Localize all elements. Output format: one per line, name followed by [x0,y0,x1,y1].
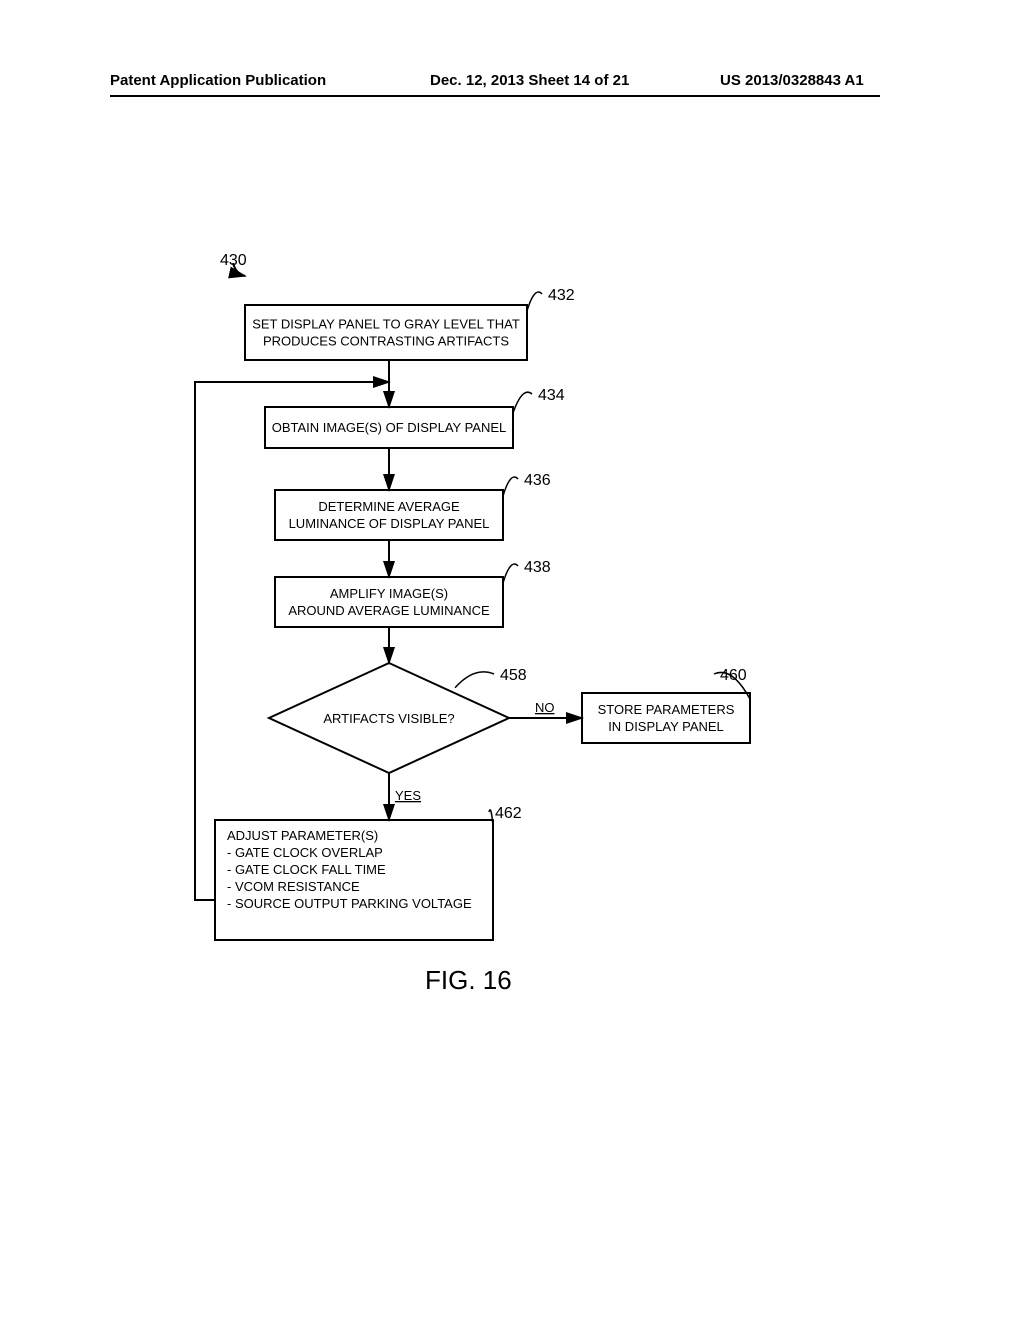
svg-text:YES: YES [395,788,421,803]
svg-text:PRODUCES CONTRASTING ARTIFACTS: PRODUCES CONTRASTING ARTIFACTS [263,334,509,349]
svg-text:LUMINANCE OF DISPLAY PANEL: LUMINANCE OF DISPLAY PANEL [289,516,490,531]
svg-text:436: 436 [524,472,551,489]
svg-text:- SOURCE OUTPUT PARKING VOLTAG: - SOURCE OUTPUT PARKING VOLTAGE [227,896,472,911]
svg-text:ADJUST PARAMETER(S): ADJUST PARAMETER(S) [227,828,378,843]
svg-text:- GATE CLOCK FALL TIME: - GATE CLOCK FALL TIME [227,862,386,877]
svg-text:NO: NO [535,700,555,715]
svg-text:AROUND AVERAGE LUMINANCE: AROUND AVERAGE LUMINANCE [288,603,490,618]
flowchart-svg: 430SET DISPLAY PANEL TO GRAY LEVEL THATP… [0,0,1024,1320]
svg-text:458: 458 [500,667,527,684]
svg-text:AMPLIFY IMAGE(S): AMPLIFY IMAGE(S) [330,586,448,601]
svg-text:OBTAIN IMAGE(S) OF DISPLAY PAN: OBTAIN IMAGE(S) OF DISPLAY PANEL [272,420,507,435]
svg-text:ARTIFACTS VISIBLE?: ARTIFACTS VISIBLE? [323,711,454,726]
svg-text:SET DISPLAY PANEL TO GRAY LEVE: SET DISPLAY PANEL TO GRAY LEVEL THAT [252,317,520,332]
svg-text:STORE PARAMETERS: STORE PARAMETERS [598,702,735,717]
figure-caption: FIG. 16 [425,965,512,996]
svg-text:432: 432 [548,287,575,304]
svg-text:DETERMINE AVERAGE: DETERMINE AVERAGE [318,499,460,514]
svg-text:462: 462 [495,805,522,822]
svg-text:IN DISPLAY PANEL: IN DISPLAY PANEL [608,719,724,734]
svg-text:460: 460 [720,667,747,684]
page: Patent Application Publication Dec. 12, … [0,0,1024,1320]
svg-text:438: 438 [524,559,551,576]
svg-text:- GATE CLOCK OVERLAP: - GATE CLOCK OVERLAP [227,845,383,860]
svg-text:- VCOM RESISTANCE: - VCOM RESISTANCE [227,879,360,894]
svg-text:434: 434 [538,387,565,404]
